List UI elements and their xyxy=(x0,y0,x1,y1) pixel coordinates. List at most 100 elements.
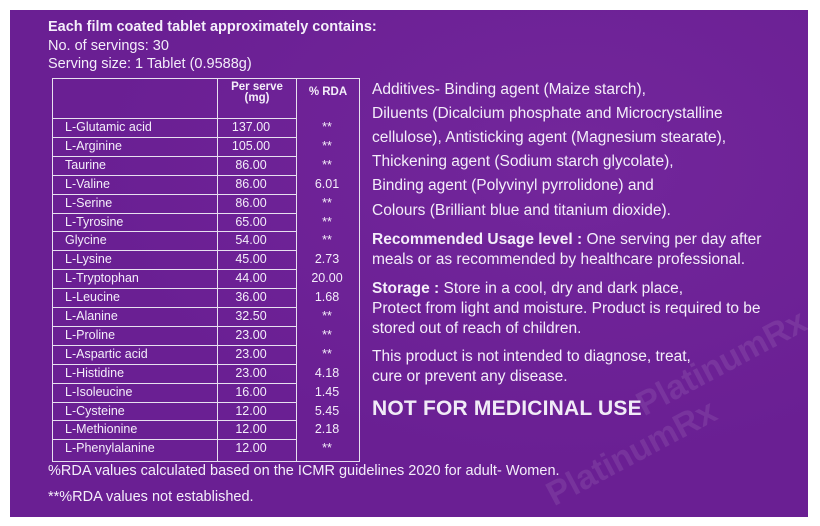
additives-line: Binding agent (Polyvinyl pyrrolidone) an… xyxy=(372,177,654,194)
row-separator xyxy=(53,174,296,176)
rda-value: ** xyxy=(322,346,332,361)
row-separator xyxy=(53,439,296,441)
ingredient-name: L-Alanine xyxy=(65,309,118,323)
rda-value: 4.18 xyxy=(314,365,340,380)
usage-label: Recommended Usage level : xyxy=(372,231,583,248)
table-row: L-Aspartic acid 23.00 ** xyxy=(53,344,359,364)
ingredient-name: L-Histidine xyxy=(65,365,125,380)
rda-value: ** xyxy=(322,327,332,342)
row-separator xyxy=(53,269,296,271)
usage-level: Recommended Usage level : One serving pe… xyxy=(372,230,761,250)
serving-size: Serving size: 1 Tablet (0.9588g) xyxy=(48,56,252,72)
rda-footnote: %RDA values calculated based on the ICMR… xyxy=(48,463,560,479)
disclaimer-line1: This product is not intended to diagnose… xyxy=(372,348,691,365)
table-divider xyxy=(296,79,297,461)
row-separator xyxy=(53,155,296,157)
rda-value: ** xyxy=(322,233,332,248)
per-serve-value: 137.00 xyxy=(231,120,271,134)
table-row: L-Tyrosine 65.00 ** xyxy=(53,212,359,232)
usage-text: One serving per day after xyxy=(582,231,762,248)
row-separator xyxy=(53,288,296,290)
rda-value: ** xyxy=(322,120,332,134)
additives-line: Thickening agent (Sodium starch glycolat… xyxy=(372,153,674,170)
table-row: L-Alanine 32.50 ** xyxy=(53,307,359,326)
ingredient-name: L-Tyrosine xyxy=(65,214,124,229)
table-row: L-Cysteine 12.00 5.45 xyxy=(53,401,359,421)
per-serve-value: 86.00 xyxy=(235,157,267,172)
ingredient-name: L-Isoleucine xyxy=(65,384,133,399)
row-separator xyxy=(53,363,296,365)
table-row: L-Tryptophan 44.00 20.00 xyxy=(53,269,359,288)
additives-line: cellulose), Antisticking agent (Magnesiu… xyxy=(372,129,727,146)
ingredient-name: Glycine xyxy=(65,233,107,248)
ingredient-name: L-Tryptophan xyxy=(65,271,139,286)
ingredient-name: L-Proline xyxy=(65,327,116,342)
per-serve-value: 45.00 xyxy=(235,252,267,267)
rda-value: 2.18 xyxy=(314,422,340,437)
row-separator xyxy=(53,118,296,119)
ingredient-name: L-Aspartic acid xyxy=(65,346,148,361)
per-serve-value: 36.00 xyxy=(235,290,267,305)
rda-value: ** xyxy=(322,214,332,229)
row-separator xyxy=(53,344,296,346)
per-serve-value: 44.00 xyxy=(235,271,267,286)
row-separator xyxy=(53,325,296,327)
per-serve-value: 23.00 xyxy=(235,327,267,342)
per-serve-value: 16.00 xyxy=(235,384,267,399)
table-row: L-Proline 23.00 ** xyxy=(53,325,359,345)
rda-value: 20.00 xyxy=(311,271,343,286)
row-separator xyxy=(53,307,296,308)
storage: Storage : Store in a cool, dry and dark … xyxy=(372,279,683,299)
table-row: L-Arginine 105.00 ** xyxy=(53,136,359,156)
rda-header: % RDA xyxy=(308,86,348,98)
disclaimer-line2: cure or prevent any disease. xyxy=(372,368,568,385)
rda-value: 6.01 xyxy=(314,176,340,191)
ingredient-name: L-Serine xyxy=(65,195,113,210)
rda-value: ** xyxy=(322,441,332,456)
table-row: L-Valine 86.00 6.01 xyxy=(53,174,359,194)
ingredient-name: Taurine xyxy=(65,157,106,172)
rda-value: ** xyxy=(322,195,332,210)
table-row: Taurine 86.00 ** xyxy=(53,155,359,175)
row-separator xyxy=(53,401,296,403)
per-serve-value: 23.00 xyxy=(235,365,267,380)
row-separator xyxy=(53,382,296,384)
not-for-medicinal-use: NOT FOR MEDICINAL USE xyxy=(372,397,642,420)
rda-value: 5.45 xyxy=(314,403,340,418)
ingredient-name: L-Phenylalanine xyxy=(65,441,155,456)
per-serve-value: 12.00 xyxy=(235,403,267,418)
row-separator xyxy=(53,212,296,214)
table-row: L-Isoleucine 16.00 1.45 xyxy=(53,382,359,402)
table-row: L-Serine 86.00 ** xyxy=(53,193,359,213)
rda-value: 1.68 xyxy=(314,290,340,305)
storage-text-line3: stored out of reach of children. xyxy=(372,320,582,337)
table-row: L-Lysine 45.00 2.73 xyxy=(53,250,359,269)
composition-heading: Each film coated tablet approximately co… xyxy=(48,19,377,35)
per-serve-value: 86.00 xyxy=(235,195,267,210)
per-serve-value: 105.00 xyxy=(231,138,271,153)
ingredient-name: L-Glutamic acid xyxy=(65,120,152,134)
rda-value: ** xyxy=(322,138,332,153)
servings-count: No. of servings: 30 xyxy=(48,38,169,54)
ingredient-name: L-Cysteine xyxy=(65,403,125,418)
usage-text-line2: meals or as recommended by healthcare pr… xyxy=(372,251,746,268)
ingredient-name: L-Arginine xyxy=(65,138,122,153)
table-row: L-Methionine 12.00 2.18 xyxy=(53,420,359,439)
table-row: Glycine 54.00 ** xyxy=(53,231,359,250)
table-row: L-Glutamic acid 137.00 ** xyxy=(53,118,359,137)
per-serve-value: 54.00 xyxy=(235,233,267,248)
per-serve-value: 12.00 xyxy=(235,422,267,437)
rda-value: 1.45 xyxy=(314,384,340,399)
ingredient-name: L-Leucine xyxy=(65,290,120,305)
storage-text: Store in a cool, dry and dark place, xyxy=(439,280,684,297)
table-row: L-Leucine 36.00 1.68 xyxy=(53,288,359,307)
per-serve-header-line2: (mg) xyxy=(244,92,270,104)
per-serve-value: 12.00 xyxy=(235,441,267,456)
row-separator xyxy=(53,250,296,252)
row-separator xyxy=(53,231,296,233)
per-serve-header: Per serve (mg) xyxy=(218,81,296,104)
ingredient-name: L-Methionine xyxy=(65,422,138,437)
ingredient-name: L-Lysine xyxy=(65,252,112,267)
per-serve-value: 86.00 xyxy=(235,176,267,191)
rda-not-established-note: **%RDA values not established. xyxy=(48,489,254,505)
